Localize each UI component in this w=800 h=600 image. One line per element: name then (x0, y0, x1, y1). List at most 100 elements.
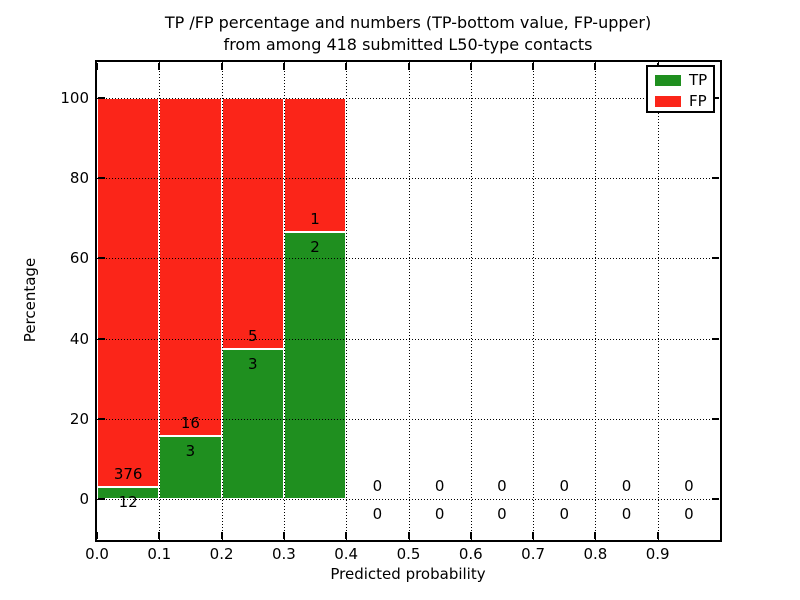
legend-swatch-tp-icon (655, 75, 681, 86)
x-tick-label: 0.0 (85, 545, 109, 563)
tp-count-label: 2 (310, 237, 320, 256)
fp-count-label: 0 (372, 477, 383, 496)
legend-row-fp: FP (655, 93, 713, 110)
y-tick-label: 40 (69, 329, 89, 348)
gridline-vertical (657, 62, 659, 540)
legend-label-tp: TP (689, 71, 708, 89)
y-tick-mark (98, 97, 105, 100)
gridline-vertical (221, 62, 223, 540)
tp-count-label: 3 (185, 441, 196, 460)
tp-count-label: 12 (118, 492, 138, 511)
x-tick-label: 0.3 (271, 545, 296, 563)
y-tick-label: 0 (79, 490, 89, 509)
fp-count-label: 0 (559, 477, 570, 496)
x-axis-label: Predicted probability (330, 565, 486, 583)
y-tick-mark (98, 417, 105, 420)
bar-tp-segment (159, 435, 222, 500)
gridline-vertical (595, 62, 597, 540)
x-tick-mark (158, 532, 161, 539)
y-tick-mark-right (712, 417, 719, 420)
x-tick-label: 0.7 (521, 545, 546, 563)
y-tick-mark (98, 498, 105, 501)
y-tick-mark-right (712, 498, 719, 501)
fp-count-label: 5 (247, 326, 258, 345)
y-tick-label: 100 (60, 89, 89, 108)
legend-row-tp: TP (655, 72, 713, 89)
x-tick-mark (407, 532, 410, 539)
tp-count-label: 0 (372, 505, 383, 524)
fp-count-label: 376 (113, 464, 143, 483)
gridline-horizontal (97, 178, 720, 180)
y-tick-mark-right (712, 257, 719, 260)
x-tick-mark-top (158, 63, 161, 70)
gridline-vertical (470, 62, 472, 540)
bar-tp-segment (221, 348, 284, 500)
x-tick-mark-top (96, 63, 98, 70)
x-tick-mark (220, 532, 223, 539)
tp-count-label: 0 (497, 505, 507, 524)
gridline-vertical (283, 62, 285, 540)
x-tick-mark-top (532, 63, 535, 70)
fp-count-label: 0 (434, 477, 445, 496)
x-tick-mark-top (345, 63, 348, 70)
gridline-vertical (533, 62, 535, 540)
tp-count-label: 3 (247, 354, 258, 373)
x-tick-label: 0.6 (458, 545, 483, 563)
y-tick-mark (98, 257, 105, 260)
gridline-vertical (408, 62, 410, 540)
y-tick-label: 20 (69, 409, 89, 428)
x-tick-mark-top (282, 63, 285, 70)
gridline-horizontal (97, 338, 720, 340)
y-tick-label: 80 (69, 169, 89, 188)
x-tick-mark (656, 532, 659, 539)
bar-fp-segment (97, 98, 160, 487)
fp-count-label: 0 (684, 477, 694, 496)
bar-tp-segment (283, 231, 347, 500)
legend-label-fp: FP (689, 92, 707, 110)
x-tick-mark-top (220, 63, 223, 70)
tp-count-label: 0 (684, 505, 694, 524)
chart-title-line-1: TP /FP percentage and numbers (TP-bottom… (164, 13, 652, 32)
legend: TP FP (646, 65, 715, 113)
y-tick-mark-right (712, 177, 719, 180)
fp-count-label: 1 (310, 209, 320, 228)
legend-swatch-fp-icon (655, 96, 681, 107)
x-tick-label: 0.5 (396, 545, 421, 563)
bar-fp-segment (159, 98, 222, 436)
fp-count-label: 0 (621, 477, 632, 496)
y-tick-mark (98, 337, 105, 340)
gridline-vertical (159, 62, 161, 540)
bar-tp-segment (97, 486, 160, 500)
tp-count-label: 0 (621, 505, 632, 524)
gridline-horizontal (97, 98, 720, 100)
x-tick-mark-top (407, 63, 410, 70)
fp-count-label: 0 (497, 477, 507, 496)
x-tick-label: 0.9 (645, 545, 670, 563)
x-tick-mark (345, 532, 348, 539)
x-tick-label: 0.1 (147, 545, 172, 563)
gridline-horizontal (97, 499, 720, 501)
gridline-horizontal (97, 258, 720, 260)
x-tick-mark-top (594, 63, 597, 70)
tp-count-label: 0 (559, 505, 570, 524)
gridline-vertical (346, 62, 348, 540)
x-tick-label: 0.4 (334, 545, 359, 563)
bar-fp-segment (221, 98, 284, 349)
x-tick-mark (282, 532, 285, 539)
x-tick-label: 0.8 (583, 545, 608, 563)
chart-title-line-2: from among 418 submitted L50-type contac… (223, 35, 593, 54)
x-tick-mark (96, 532, 98, 539)
x-tick-label: 0.2 (209, 545, 234, 563)
y-tick-mark-right (712, 97, 719, 100)
x-tick-mark (594, 532, 597, 539)
tp-count-label: 0 (434, 505, 445, 524)
gridline-horizontal (97, 418, 720, 420)
y-tick-label: 60 (69, 249, 89, 268)
y-tick-mark-right (712, 337, 719, 340)
x-tick-mark (532, 532, 535, 539)
x-tick-mark-top (469, 63, 472, 70)
x-tick-mark (469, 532, 472, 539)
y-tick-mark (98, 177, 105, 180)
